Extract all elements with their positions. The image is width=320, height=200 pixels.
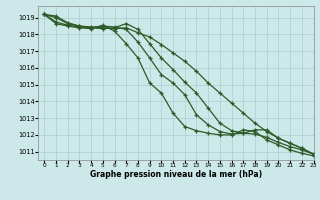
- X-axis label: Graphe pression niveau de la mer (hPa): Graphe pression niveau de la mer (hPa): [90, 170, 262, 179]
